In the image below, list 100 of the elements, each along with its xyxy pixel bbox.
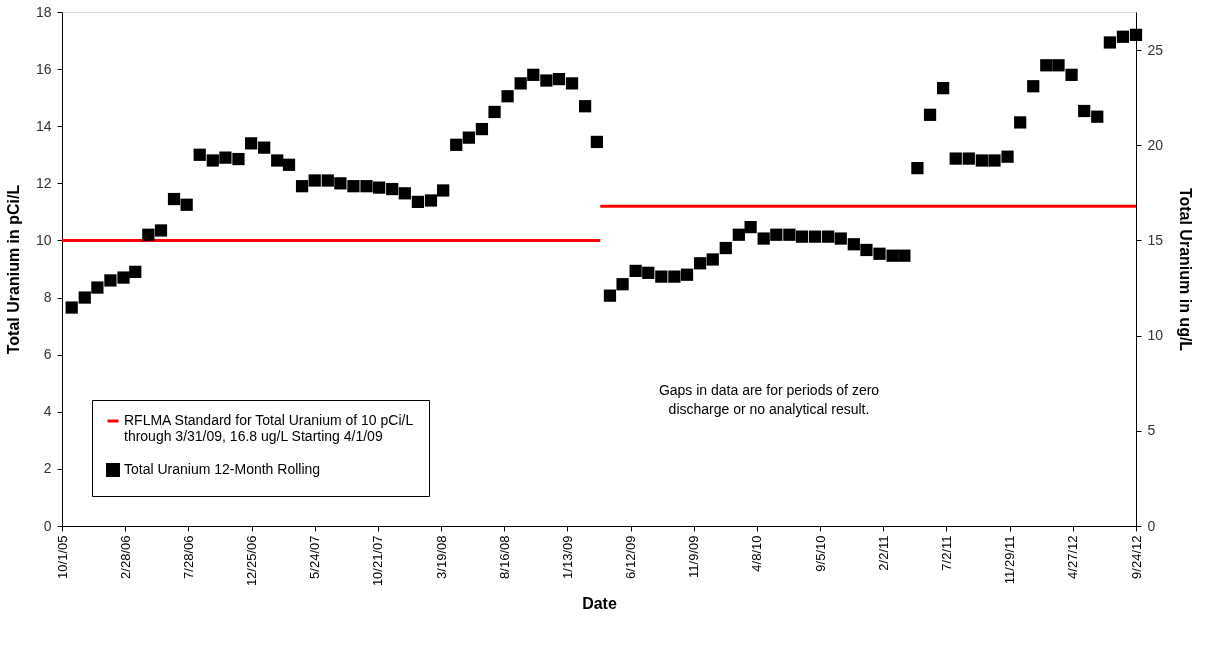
point <box>988 154 1001 167</box>
point <box>936 82 950 95</box>
point <box>154 224 168 237</box>
x-tick-label: 6/12/09 <box>623 535 639 579</box>
point <box>975 154 988 167</box>
y2-tick-label: 10 <box>1147 327 1164 344</box>
annotation: Gaps in data are for periods of zero discharge or no analytical result. <box>658 382 880 417</box>
x-tick-label: 8/16/08 <box>496 535 512 579</box>
point <box>1103 36 1117 49</box>
point <box>334 177 347 190</box>
point <box>308 174 321 187</box>
point <box>590 135 604 149</box>
x-tick-label: 2/28/06 <box>117 535 133 579</box>
point <box>655 270 668 283</box>
x-tick-label: 7/28/06 <box>180 535 196 579</box>
point <box>808 230 822 243</box>
x-tick-label: 7/2/11 <box>938 535 954 571</box>
point <box>321 174 334 187</box>
point <box>1129 28 1143 41</box>
y-tick-label: 12 <box>35 174 52 191</box>
point <box>180 198 193 211</box>
x-tick-label: 11/9/09 <box>686 535 702 578</box>
x-tick-label: 2/2/11 <box>875 535 891 571</box>
point <box>78 291 91 304</box>
point <box>693 257 707 270</box>
point <box>462 131 475 144</box>
point <box>244 137 258 150</box>
y2-tick-label: 15 <box>1147 231 1164 248</box>
x-tick-label: 4/27/12 <box>1065 535 1081 579</box>
point <box>732 228 745 241</box>
point <box>1001 150 1014 163</box>
point <box>475 122 489 136</box>
x-tick-label: 9/24/12 <box>1128 535 1144 579</box>
x-tick-label: 11/29/11 <box>1002 535 1018 585</box>
point <box>167 192 181 206</box>
point <box>514 77 527 90</box>
point <box>450 138 463 151</box>
point <box>668 270 681 283</box>
legend-label: RFLMA Standard for Total Uranium of 10 pCi/L through 3/31/09, 16.8 ug/L Starting 4/1/09 <box>124 412 414 444</box>
point <box>193 148 206 161</box>
point <box>949 152 962 165</box>
y2-tick-label: 20 <box>1147 136 1164 153</box>
point <box>898 249 911 262</box>
y-tick-label: 6 <box>43 346 52 363</box>
point <box>258 141 271 154</box>
point <box>860 243 873 257</box>
x-tick-label: 5/24/07 <box>307 535 323 579</box>
point <box>822 230 835 243</box>
point <box>117 271 130 284</box>
x-tick-label: 12/25/06 <box>244 535 260 587</box>
y2-tick-label: 5 <box>1147 422 1156 439</box>
point <box>616 278 629 291</box>
y-tick-label: 14 <box>35 117 52 134</box>
point <box>540 74 553 87</box>
y-tick-label: 16 <box>35 60 52 77</box>
point <box>488 105 501 119</box>
x-tick-label: 9/5/10 <box>812 535 828 572</box>
point <box>282 158 296 171</box>
point <box>104 274 117 287</box>
point <box>1116 30 1130 43</box>
point <box>1091 110 1104 123</box>
point <box>834 232 847 245</box>
x-tick-label: 3/19/08 <box>433 535 449 579</box>
y-tick-label: 18 <box>35 3 52 20</box>
x-axis-title: Date <box>582 595 617 613</box>
point <box>437 184 450 197</box>
point <box>744 220 757 234</box>
point <box>706 253 719 266</box>
point <box>962 152 975 165</box>
point <box>424 194 438 207</box>
point <box>527 68 540 81</box>
point <box>142 228 155 241</box>
point <box>219 151 232 164</box>
point <box>386 182 399 196</box>
point <box>271 154 284 167</box>
x-tick-label: 10/21/07 <box>370 535 386 587</box>
point <box>1027 80 1040 93</box>
point <box>65 301 78 314</box>
point <box>1014 116 1027 129</box>
point <box>770 228 783 241</box>
point <box>629 264 642 278</box>
point <box>783 228 796 241</box>
y2-tick-label: 0 <box>1147 517 1156 534</box>
point <box>578 100 592 113</box>
x-tick-label: 4/8/10 <box>749 535 765 572</box>
point <box>398 187 411 200</box>
point <box>923 108 937 121</box>
y-tick-label: 8 <box>43 289 52 306</box>
point <box>232 152 245 166</box>
point <box>552 72 566 86</box>
y-axis-title: Total Uranium in pCi/L <box>4 184 22 355</box>
point <box>295 180 309 193</box>
point <box>873 247 886 260</box>
y-tick-label: 4 <box>43 403 52 420</box>
point <box>565 77 579 90</box>
point <box>501 90 514 103</box>
point <box>847 238 860 251</box>
x-tick-label: 1/13/09 <box>559 535 575 579</box>
point <box>1040 59 1053 72</box>
point <box>680 268 694 281</box>
